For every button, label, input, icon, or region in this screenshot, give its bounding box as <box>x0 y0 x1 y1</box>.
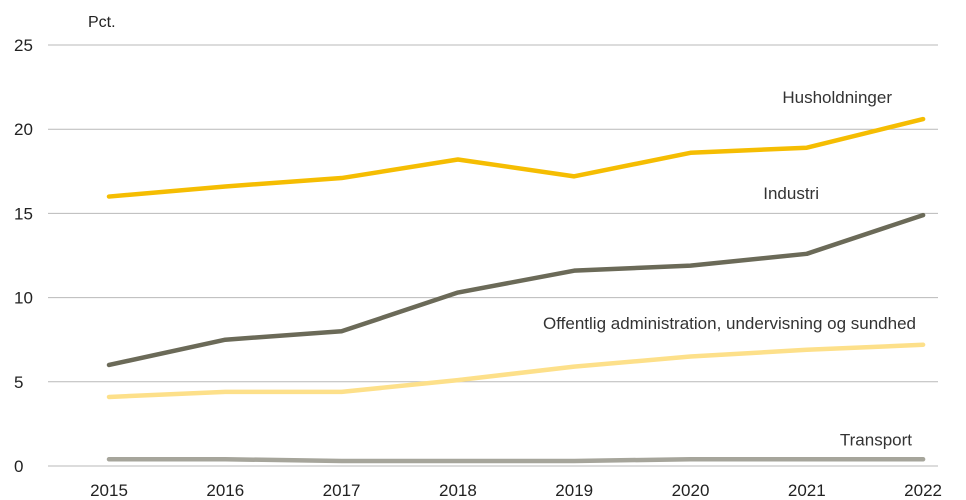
x-tick-label: 2016 <box>206 481 244 500</box>
y-tick-label: 5 <box>14 373 23 392</box>
series-label: Offentlig administration, undervisning o… <box>543 314 916 333</box>
gridlines <box>48 44 938 467</box>
y-tick-label: 15 <box>14 204 33 223</box>
series-labels: Husholdninger Industri Offentlig administr… <box>543 88 916 449</box>
x-tick-label: 2018 <box>439 481 477 500</box>
x-axis-tick-labels: 2015 2016 2017 2018 2019 2020 2021 2022 <box>90 481 942 500</box>
series-line <box>106 457 926 464</box>
y-tick-label: 25 <box>14 36 33 55</box>
series-lines <box>106 116 926 464</box>
x-tick-label: 2020 <box>672 481 710 500</box>
series-label: Transport <box>840 430 912 449</box>
series-label: Industri <box>763 184 819 203</box>
x-tick-label: 2021 <box>788 481 826 500</box>
x-tick-label: 2019 <box>555 481 593 500</box>
x-tick-label: 2015 <box>90 481 128 500</box>
x-tick-label: 2017 <box>323 481 361 500</box>
series-line <box>106 342 926 400</box>
y-axis-unit-label: Pct. <box>88 14 116 31</box>
y-tick-label: 10 <box>14 289 33 308</box>
series-label: Husholdninger <box>782 88 892 107</box>
y-axis-tick-labels: 0 5 10 15 20 25 <box>14 36 33 476</box>
y-tick-label: 0 <box>14 457 23 476</box>
series-line <box>106 116 926 199</box>
y-tick-label: 20 <box>14 120 33 139</box>
series-line <box>106 212 926 368</box>
x-tick-label: 2022 <box>904 481 942 500</box>
